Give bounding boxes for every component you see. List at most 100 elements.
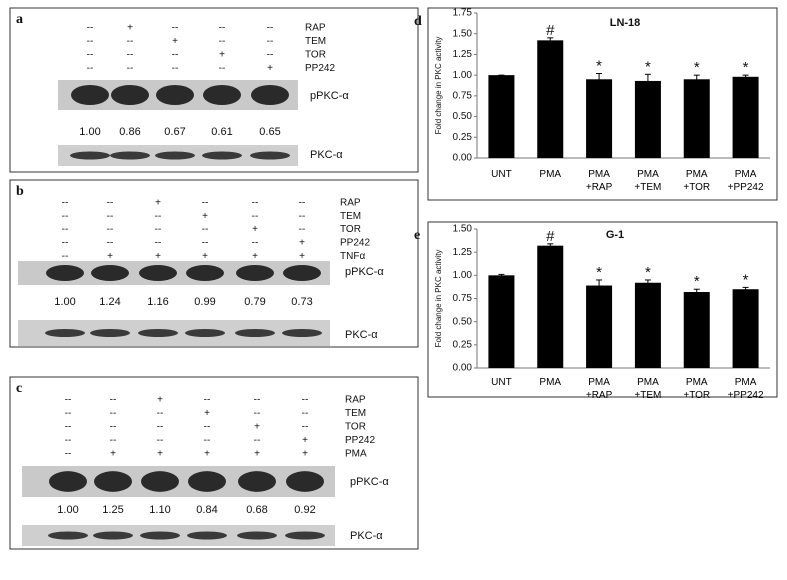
y-axis-label: Fold change in PKC activity (434, 250, 443, 348)
significance-marker: * (596, 264, 602, 281)
significance-marker: * (743, 271, 749, 288)
significance-marker: # (546, 228, 555, 245)
x-tick-label: UNT (491, 377, 512, 388)
x-tick-label: PMA (539, 169, 562, 180)
significance-marker: * (596, 57, 602, 74)
blot-band (91, 265, 129, 281)
blot-band (283, 265, 321, 281)
panel-letter: a (16, 12, 23, 27)
treatment-cell: + (110, 449, 116, 460)
bar (683, 292, 710, 368)
treatment-cell: + (172, 36, 178, 47)
treatment-cell: -- (157, 435, 164, 446)
blot-band (111, 85, 149, 105)
treatment-cell: -- (299, 198, 306, 209)
blot-band (285, 531, 325, 540)
treatment-label: TOR (340, 224, 361, 235)
treatment-cell: + (204, 449, 210, 460)
treatment-cell: -- (299, 224, 306, 235)
treatment-cell: + (157, 449, 163, 460)
densitometry-value: 1.00 (79, 126, 100, 138)
treatment-cell: -- (267, 23, 274, 34)
densitometry-value: 1.25 (102, 504, 123, 516)
densitometry-value: 1.16 (147, 296, 168, 308)
densitometry-value: 0.67 (164, 126, 185, 138)
treatment-cell: -- (110, 422, 117, 433)
y-tick-label: 0.75 (453, 293, 473, 304)
treatment-cell: -- (219, 23, 226, 34)
blot-band (90, 329, 130, 337)
x-tick-label: PMA +PP242 (727, 377, 764, 401)
treatment-cell: + (155, 251, 161, 262)
treatment-cell: -- (107, 224, 114, 235)
y-tick-label: 0.00 (453, 363, 473, 374)
x-tick-label: PMA +PP242 (727, 169, 764, 193)
treatment-label: RAP (340, 198, 361, 209)
treatment-cell: + (252, 224, 258, 235)
blot-band (141, 471, 179, 492)
treatment-cell: + (267, 63, 273, 74)
x-tick-label: PMA +TOR (683, 377, 711, 401)
bar (488, 275, 515, 368)
treatment-cell: -- (87, 36, 94, 47)
band-label: pPKC-α (310, 90, 349, 102)
blot-band (188, 471, 226, 492)
chart-title: G-1 (606, 229, 624, 241)
blot-band (49, 471, 87, 492)
treatment-label: RAP (305, 23, 326, 34)
treatment-cell: -- (62, 211, 69, 222)
blot-band (138, 329, 178, 337)
densitometry-value: 0.79 (244, 296, 265, 308)
treatment-label: PP242 (305, 63, 335, 74)
blot-band (140, 531, 180, 540)
treatment-cell: -- (87, 63, 94, 74)
treatment-label: TNFα (340, 251, 365, 262)
x-tick-label: PMA +TOR (683, 169, 711, 193)
treatment-cell: + (254, 422, 260, 433)
treatment-label: PP242 (340, 238, 370, 249)
x-tick-label: PMA (539, 377, 562, 388)
treatment-cell: -- (302, 395, 309, 406)
treatment-cell: -- (87, 50, 94, 61)
treatment-cell: + (107, 251, 113, 262)
bar (634, 282, 661, 368)
blot-band (282, 329, 322, 337)
blot-band (236, 265, 274, 281)
bar (586, 285, 613, 368)
densitometry-value: 0.92 (294, 504, 315, 516)
y-tick-label: 1.00 (453, 270, 473, 281)
treatment-cell: -- (62, 238, 69, 249)
blot-band (71, 85, 109, 105)
treatment-cell: + (302, 449, 308, 460)
treatment-cell: -- (299, 211, 306, 222)
treatment-cell: -- (302, 408, 309, 419)
bar (732, 289, 759, 368)
treatment-cell: -- (254, 395, 261, 406)
significance-marker: * (645, 264, 651, 281)
band-label: PKC-α (350, 530, 383, 542)
treatment-cell: + (157, 395, 163, 406)
treatment-label: PMA (345, 449, 367, 460)
blot-band (46, 265, 84, 281)
y-tick-label: 0.25 (453, 132, 473, 143)
y-tick-label: 1.00 (453, 70, 473, 81)
blot-band (70, 151, 110, 160)
treatment-cell: -- (87, 23, 94, 34)
significance-marker: # (546, 22, 555, 39)
panel-box (9, 376, 419, 550)
significance-marker: * (743, 59, 749, 76)
bar (586, 79, 613, 158)
band-label: PKC-α (310, 149, 343, 161)
treatment-cell: -- (252, 198, 259, 209)
treatment-cell: -- (267, 36, 274, 47)
treatment-cell: + (302, 435, 308, 446)
treatment-cell: -- (107, 238, 114, 249)
densitometry-value: 0.65 (259, 126, 280, 138)
treatment-cell: -- (155, 238, 162, 249)
panel-letter: d (414, 14, 422, 29)
treatment-cell: -- (254, 408, 261, 419)
bar (537, 245, 564, 368)
treatment-cell: -- (202, 198, 209, 209)
treatment-cell: + (202, 251, 208, 262)
